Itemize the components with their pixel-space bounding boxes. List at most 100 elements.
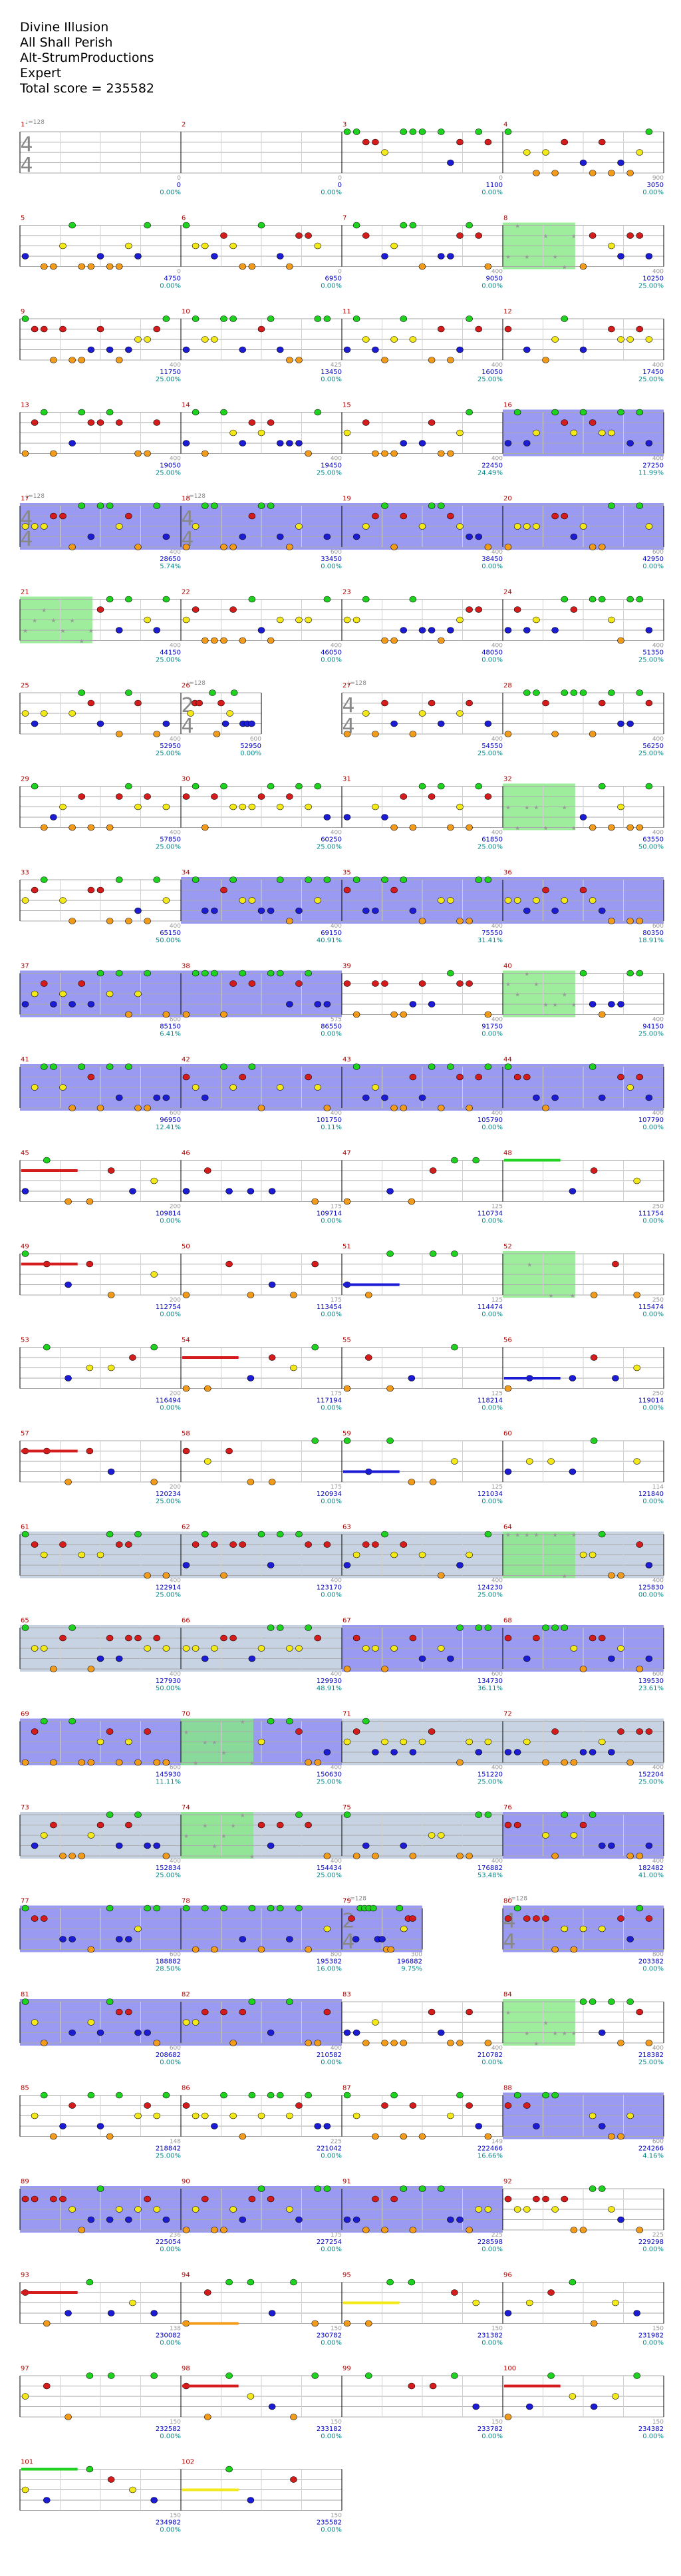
measure-score: 117194 bbox=[317, 1397, 342, 1405]
note bbox=[598, 1011, 606, 1018]
note bbox=[50, 2195, 57, 2203]
note bbox=[370, 1905, 377, 1912]
note bbox=[645, 253, 653, 260]
measure-score: 225054 bbox=[156, 2239, 181, 2246]
tick-value: 0 bbox=[177, 175, 181, 182]
note bbox=[268, 1354, 276, 1361]
note bbox=[626, 720, 634, 727]
measure-number: 85 bbox=[21, 2085, 29, 2092]
measure-number: 2 bbox=[182, 121, 186, 128]
note bbox=[475, 1624, 483, 1631]
measure-number: 102 bbox=[182, 2459, 194, 2466]
measure-score: 91750 bbox=[481, 1023, 503, 1031]
note bbox=[372, 2133, 379, 2140]
star-note: ★ bbox=[505, 805, 511, 812]
note bbox=[447, 1063, 454, 1070]
note bbox=[305, 970, 312, 977]
tick-value: 250 bbox=[652, 1297, 664, 1304]
note bbox=[257, 2185, 265, 2192]
note bbox=[589, 419, 597, 426]
note bbox=[96, 970, 104, 977]
measure-score: 105790 bbox=[477, 1117, 503, 1124]
note bbox=[50, 2133, 57, 2140]
tick-value: 236 bbox=[170, 2232, 181, 2239]
note bbox=[209, 689, 216, 696]
note bbox=[400, 2133, 408, 2140]
note bbox=[437, 1645, 445, 1652]
measure-score: 123170 bbox=[317, 1584, 342, 1592]
tick-value: 175 bbox=[331, 1484, 342, 1491]
tick-value: 138 bbox=[170, 2326, 181, 2332]
note bbox=[305, 450, 312, 457]
note bbox=[447, 1655, 454, 1662]
note bbox=[59, 1634, 67, 1642]
note bbox=[192, 1645, 200, 1652]
note bbox=[343, 1437, 351, 1444]
note bbox=[239, 263, 247, 270]
tick-value: 600 bbox=[170, 1110, 181, 1117]
tick-value: 400 bbox=[170, 1858, 181, 1865]
star-note: ★ bbox=[515, 224, 520, 230]
note bbox=[96, 253, 104, 260]
tick-value: 400 bbox=[652, 1765, 664, 1771]
note bbox=[428, 1063, 436, 1070]
note bbox=[50, 814, 57, 821]
measure-score: 224266 bbox=[638, 2145, 664, 2153]
note bbox=[386, 1250, 394, 1257]
note bbox=[125, 1541, 132, 1548]
tick-value: 150 bbox=[652, 2326, 664, 2332]
note bbox=[226, 710, 233, 717]
star-note: ★ bbox=[505, 982, 511, 988]
measure-percent: 50.00% bbox=[156, 937, 181, 944]
tick-value: 225 bbox=[652, 2232, 664, 2239]
note bbox=[267, 315, 275, 322]
star-note: ★ bbox=[533, 2041, 539, 2048]
note bbox=[153, 419, 161, 426]
note bbox=[362, 1645, 370, 1652]
note bbox=[551, 336, 559, 343]
note bbox=[626, 336, 634, 343]
note bbox=[362, 2227, 370, 2233]
note bbox=[68, 2206, 76, 2213]
measure-percent: 12.41% bbox=[156, 1124, 181, 1131]
note bbox=[447, 824, 454, 831]
note bbox=[162, 2092, 170, 2099]
note bbox=[608, 325, 615, 333]
note bbox=[225, 1447, 233, 1455]
note bbox=[247, 1188, 255, 1195]
note bbox=[115, 1094, 123, 1101]
note bbox=[523, 2206, 531, 2213]
note bbox=[125, 1011, 132, 1018]
tick-value: 150 bbox=[331, 2326, 342, 2332]
tick-value: 175 bbox=[331, 1391, 342, 1397]
note bbox=[451, 2289, 458, 2296]
chart-row: 6540012793050.00%6640012993048.91%676001… bbox=[19, 1617, 664, 1692]
star-note: ★ bbox=[562, 805, 567, 812]
tick-value: 400 bbox=[331, 923, 342, 930]
note bbox=[437, 637, 445, 644]
measure-score: 114474 bbox=[477, 1304, 503, 1311]
note bbox=[381, 637, 388, 644]
tick-value: 200 bbox=[170, 1391, 181, 1397]
note bbox=[372, 1084, 379, 1091]
measure-score: 116494 bbox=[156, 1397, 181, 1405]
measure-score: 235582 bbox=[317, 2519, 342, 2527]
note bbox=[268, 2403, 276, 2410]
note bbox=[31, 1728, 39, 1735]
note bbox=[31, 419, 39, 426]
note bbox=[87, 1001, 95, 1008]
measure-score: 4750 bbox=[164, 276, 181, 283]
sustain bbox=[21, 1169, 78, 1172]
note bbox=[504, 440, 512, 447]
note bbox=[106, 990, 114, 998]
star-note: ★ bbox=[51, 618, 56, 625]
note bbox=[466, 699, 473, 707]
tick-value: 0 bbox=[499, 175, 503, 182]
note bbox=[21, 1250, 29, 1257]
measure-number: 33 bbox=[21, 869, 29, 876]
note bbox=[484, 1063, 492, 1070]
note bbox=[456, 980, 464, 987]
